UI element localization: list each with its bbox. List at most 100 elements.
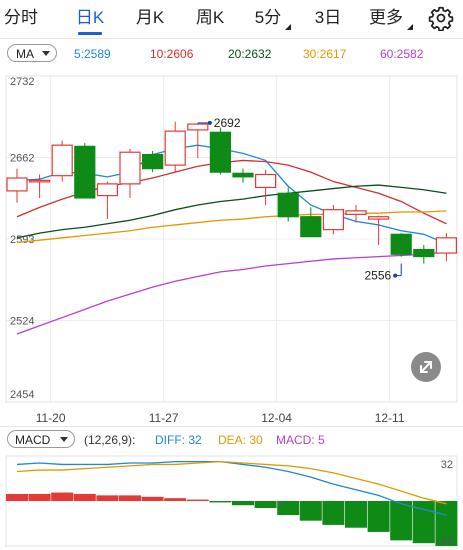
low-price-label: 2556 [364,269,391,283]
tab-label: 更多 [369,8,403,27]
macd-bar [367,501,390,532]
macd-bar [412,501,435,544]
macd-bar [73,493,96,501]
x-tick-label: 11-20 [36,411,66,425]
macd-bar [299,501,322,521]
macd-bar [254,501,277,509]
legend-ma10: 10:2606 [150,47,194,61]
legend-diff: DIFF: 32 [155,433,202,447]
tab-weekly-k[interactable]: 周K [190,0,230,38]
macd-indicator-selector[interactable]: MACD [7,430,75,448]
y-tick-label: 2524 [10,316,34,328]
candle [96,183,119,197]
tab-label: 5分 [254,8,282,27]
tabs-divider [0,38,463,39]
ma60-line [16,251,447,335]
candle [164,130,186,166]
fullscreen-button[interactable] [411,352,441,382]
ma-indicator-selector[interactable]: MA [7,44,57,62]
candle [187,123,209,131]
macd-bar [164,498,187,501]
legend-ma20: 20:2632 [228,47,272,61]
x-tick-label: 12-04 [261,411,292,425]
marker-dot [393,273,398,278]
ma20-line [16,184,447,239]
tab-5min[interactable]: 5分 [248,0,291,38]
macd-bar [390,501,413,541]
candle [255,173,277,189]
macd-chart[interactable]: 32 -32 [0,452,463,550]
legend-ma5: 5:2589 [74,47,111,61]
period-tabs: 分时 日K 月K 周K 5分 3日 更多 [0,0,463,38]
tab-monthly-k[interactable]: 月K [130,0,170,38]
macd-selector-label: MACD [15,433,51,447]
legend-macd: MACD: 5 [276,433,325,447]
tab-label: 周K [195,8,225,27]
macd-params: (12,26,9): [84,433,136,447]
chevron-down-icon [42,51,50,56]
candle [119,151,141,185]
candle [6,177,28,192]
y-tick-label: 2593 [10,234,34,246]
gear-icon[interactable] [428,5,454,31]
macd-bar [435,501,458,546]
legend-ma30: 30:2617 [303,47,347,61]
macd-bar [6,493,28,501]
legend-ma60: 60:2582 [380,47,424,61]
tab-label: 月K [135,8,165,27]
expand-icon [420,361,432,373]
marker-dot [207,120,212,125]
macd-bar [141,496,164,501]
macd-bar [119,495,141,501]
macd-bar [51,492,74,501]
candle [232,172,254,178]
legend-dea: DEA: 30 [218,433,263,447]
macd-bar [232,501,254,506]
candle [29,179,51,183]
candle [74,145,96,199]
macd-y-tick-label: -32 [437,535,453,547]
candle [368,216,390,220]
macd-bar [322,501,345,525]
ma30-line [16,210,447,244]
macd-bar [209,501,232,503]
macd-bar [96,495,119,501]
y-tick-label: 2732 [10,76,34,88]
macd-bar [345,501,367,528]
tab-label: 日K [75,8,105,27]
candle [345,210,367,215]
ma-selector-label: MA [16,47,34,61]
macd-bar [186,499,209,501]
macd-bar [277,501,300,516]
macd-y-tick-label: 32 [441,459,453,471]
dropdown-corner-icon [407,24,413,30]
candle [277,192,299,218]
x-tick-label: 12-11 [375,411,405,425]
dea-line [16,460,447,505]
macd-bar [28,493,51,501]
tab-intraday[interactable]: 分时 [0,0,42,38]
tab-more[interactable]: 更多 [362,0,413,38]
tab-3day[interactable]: 3日 [308,0,348,38]
macd-divider [0,426,463,427]
candle [209,131,231,173]
tab-daily-k[interactable]: 日K [70,0,110,38]
diff-line [16,460,447,516]
candle [435,237,457,254]
tab-label: 3日 [314,8,342,27]
y-tick-label: 2662 [10,153,34,165]
candle [142,153,164,170]
candle [322,209,344,231]
candle [51,144,73,177]
x-tick-label: 11-27 [149,411,179,425]
y-tick-label: 2454 [10,389,34,401]
chevron-down-icon [60,437,68,442]
active-tab-underline [78,32,102,35]
tab-label: 分时 [4,8,38,27]
high-price-label: 2692 [214,116,241,130]
candle [390,233,412,255]
candle [300,216,322,238]
candle [413,248,435,258]
dropdown-corner-icon [285,24,291,30]
